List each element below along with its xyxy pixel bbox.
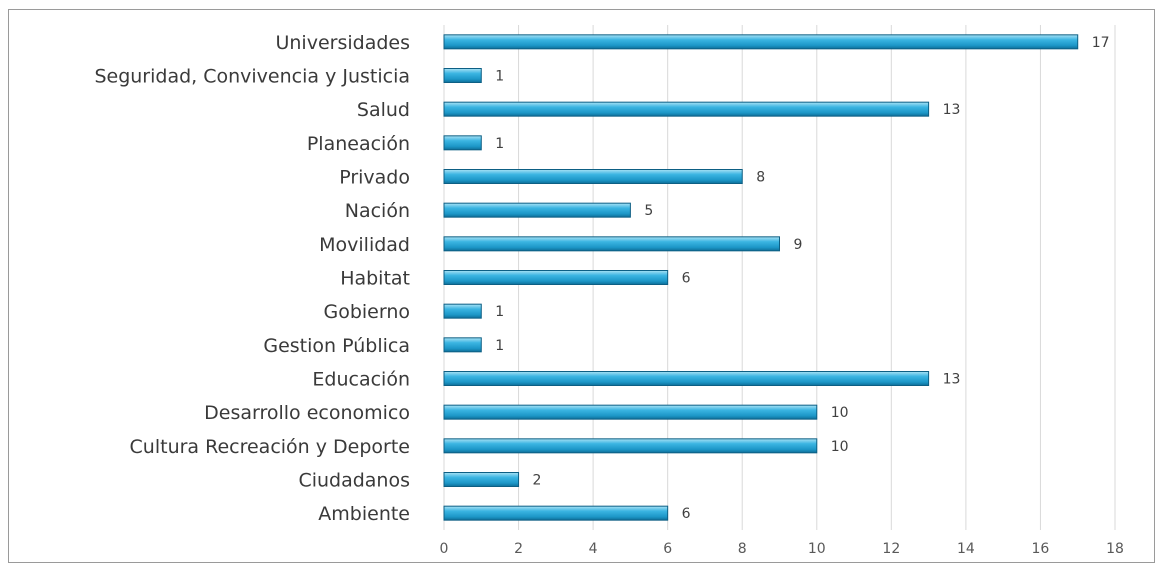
category-label: Privado	[339, 167, 410, 189]
x-tick-label: 12	[882, 541, 900, 557]
x-tick-label: 6	[663, 541, 672, 557]
category-label: Cultura Recreación y Deporte	[130, 436, 410, 458]
bars	[443, 34, 1079, 521]
bar	[443, 202, 631, 218]
data-label: 5	[644, 203, 653, 219]
category-labels: Universidades Seguridad, Convivencia y Ju…	[94, 32, 410, 525]
data-label: 1	[495, 338, 504, 354]
category-label: Planeación	[307, 133, 410, 155]
data-label: 1	[495, 304, 504, 320]
bar	[443, 68, 482, 83]
category-label: Habitat	[340, 268, 410, 290]
data-label: 13	[943, 102, 961, 118]
x-axis-ticks: 0 2 4 6 8 10 12 14 16 18	[440, 541, 1124, 557]
x-tick-label: 10	[808, 541, 826, 557]
bar	[443, 337, 482, 353]
category-label: Ciudadanos	[298, 470, 410, 492]
bar	[443, 371, 930, 386]
x-tick-label: 18	[1106, 541, 1124, 557]
x-tick-label: 16	[1032, 541, 1050, 557]
bar	[443, 169, 743, 184]
data-label: 9	[794, 237, 803, 253]
bar	[443, 34, 1079, 50]
data-label: 1	[495, 136, 504, 152]
data-label: 13	[943, 372, 961, 388]
category-label: Universidades	[275, 32, 410, 54]
x-tick-label: 2	[514, 541, 523, 557]
bar	[443, 270, 669, 285]
category-label: Desarrollo economico	[204, 402, 410, 424]
data-labels: 17 1 13 1 8 5 9 6 1 1 13 10 10 2 6	[495, 35, 1109, 522]
bar	[443, 472, 520, 487]
category-label: Nación	[345, 200, 410, 222]
category-label: Seguridad, Convivencia y Justicia	[94, 66, 410, 88]
category-label: Gobierno	[323, 301, 410, 323]
bar	[443, 404, 818, 420]
bar	[443, 438, 818, 454]
bar	[443, 135, 482, 151]
x-tick-label: 0	[440, 541, 449, 557]
category-label: Movilidad	[319, 234, 410, 256]
bar	[443, 101, 930, 117]
category-label: Salud	[357, 99, 410, 121]
data-label: 1	[495, 69, 504, 85]
chart-frame	[8, 9, 1155, 563]
data-label: 8	[756, 170, 765, 186]
category-label: Gestion Pública	[263, 335, 410, 357]
data-label: 17	[1092, 35, 1110, 51]
data-label: 10	[831, 405, 849, 421]
x-tick-label: 14	[957, 541, 975, 557]
category-label: Ambiente	[318, 503, 410, 525]
bar	[443, 505, 669, 521]
data-label: 10	[831, 439, 849, 455]
x-tick-label: 4	[589, 541, 598, 557]
x-tick-label: 8	[738, 541, 747, 557]
data-label: 2	[533, 473, 542, 489]
bar	[443, 236, 780, 252]
data-label: 6	[682, 271, 691, 287]
bar	[443, 303, 482, 319]
category-label: Educación	[312, 369, 410, 391]
data-label: 6	[682, 506, 691, 522]
